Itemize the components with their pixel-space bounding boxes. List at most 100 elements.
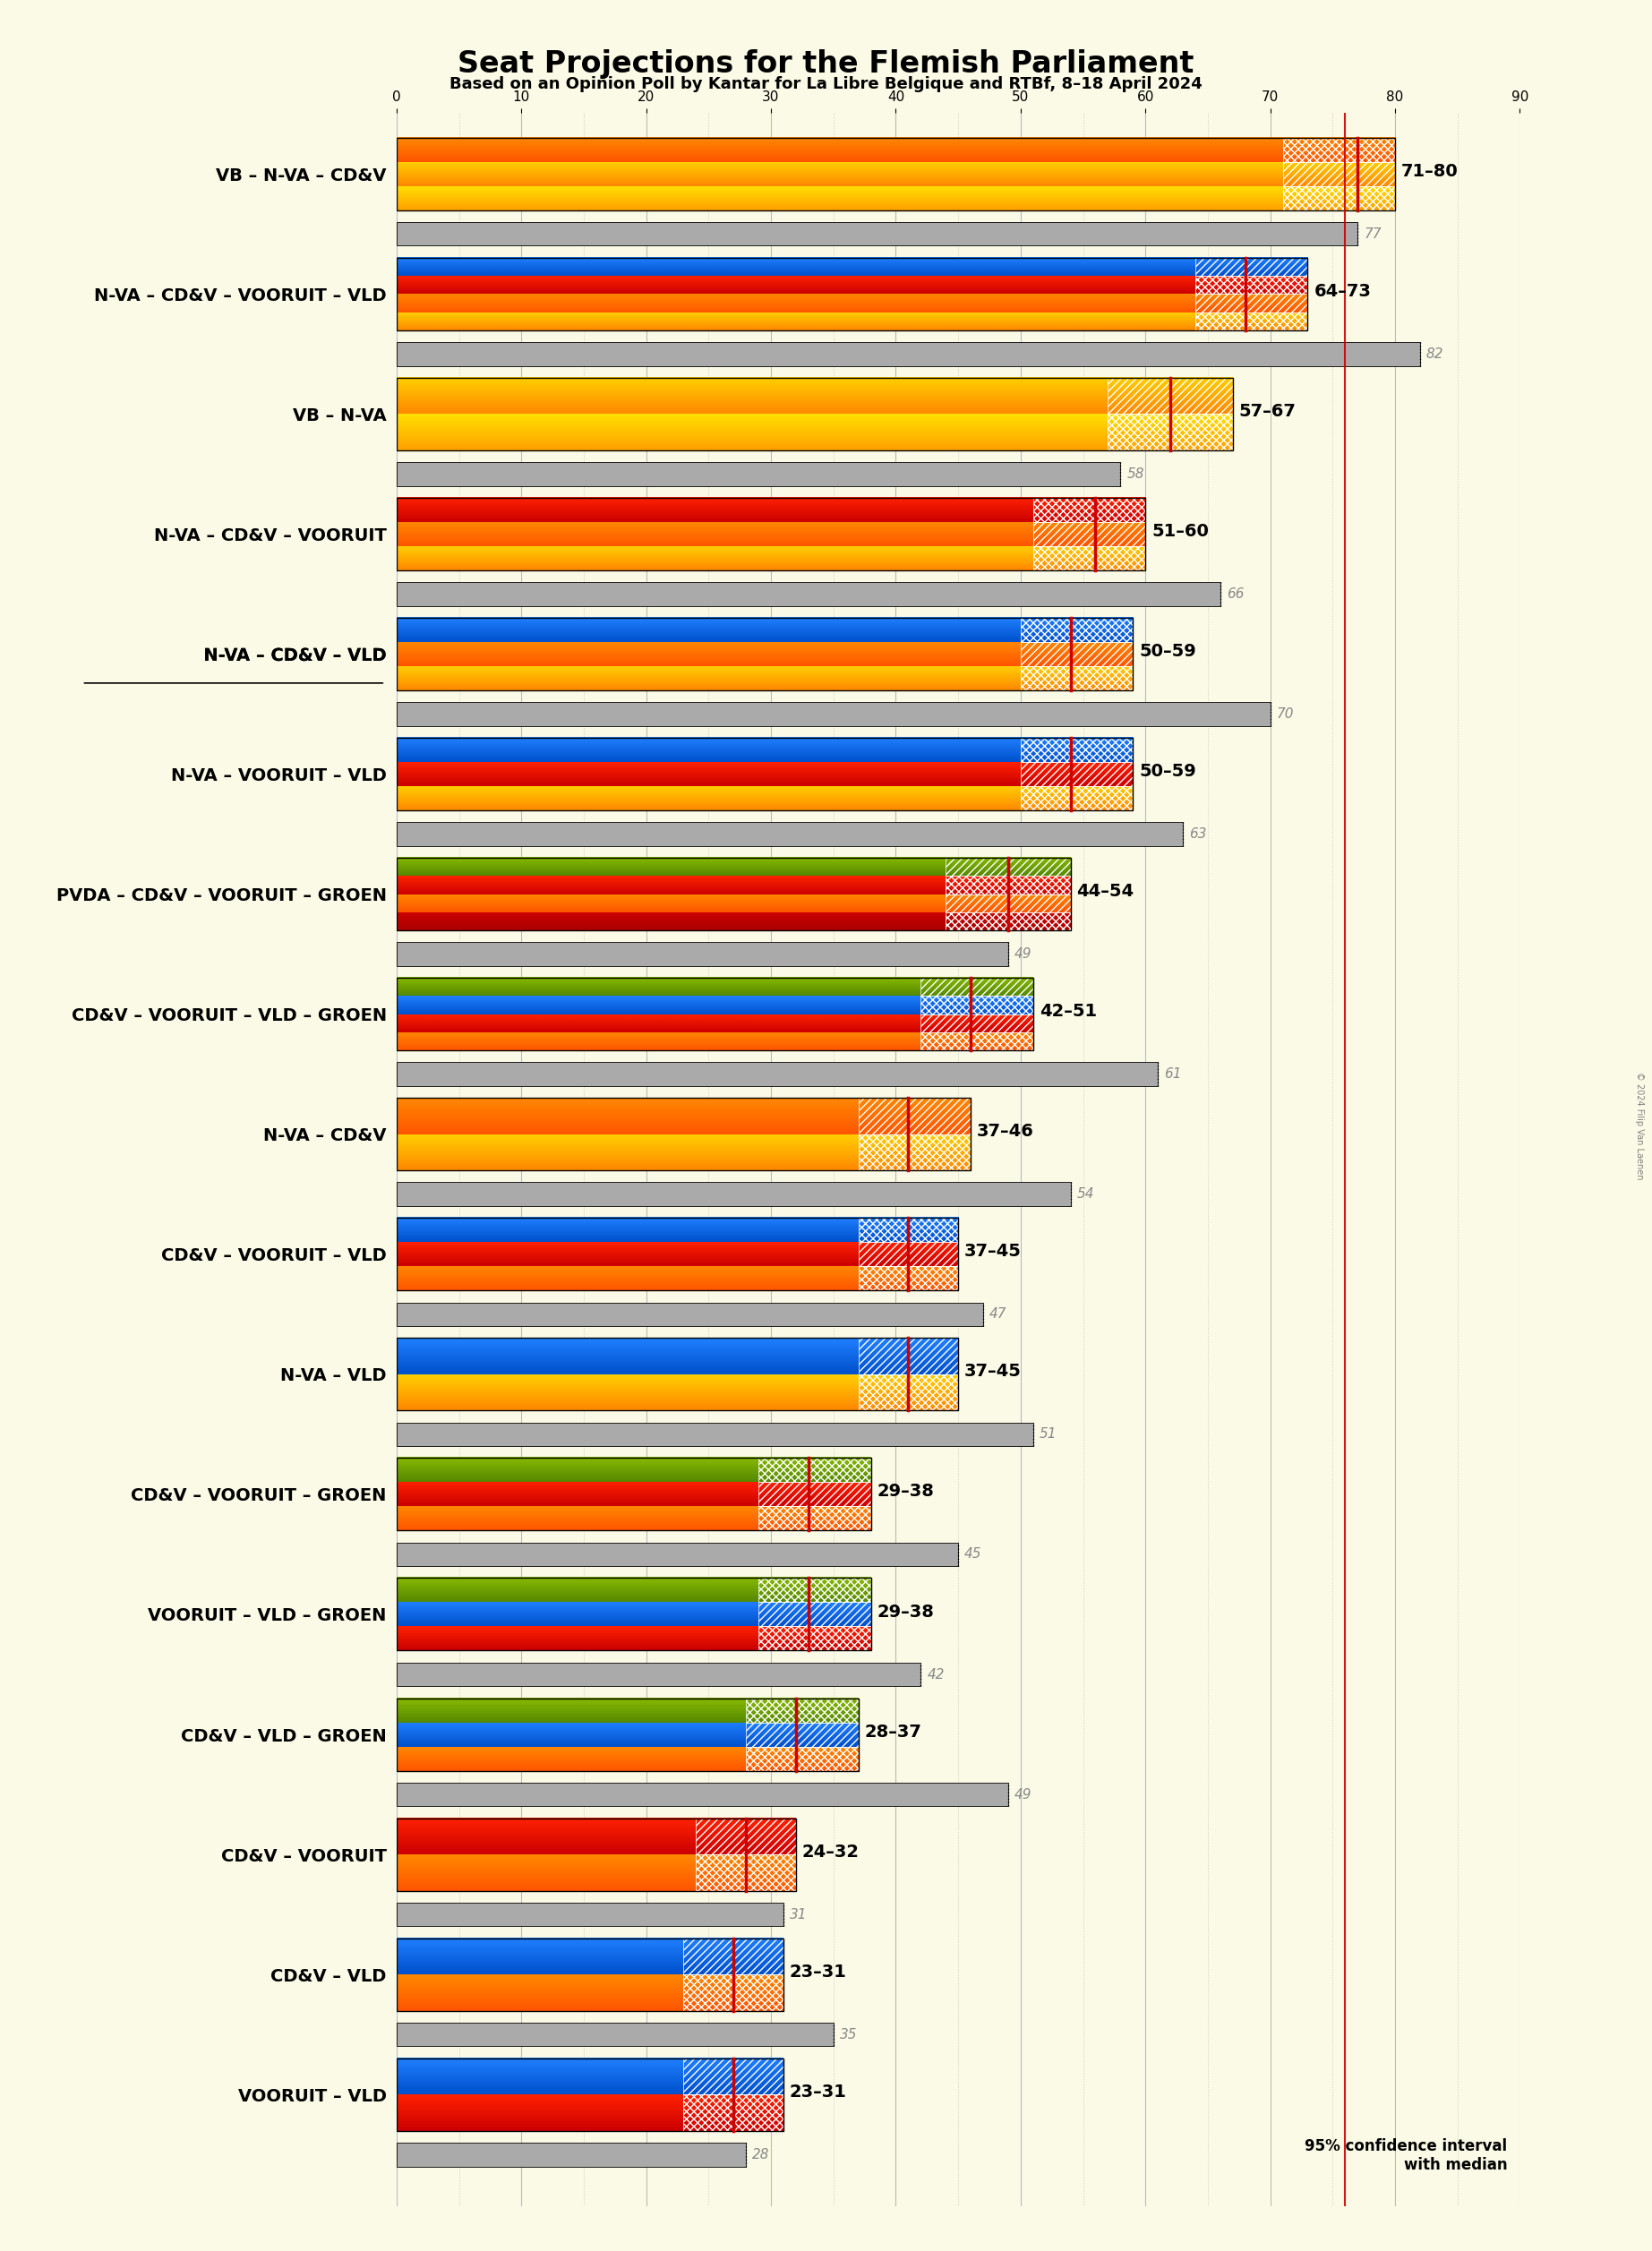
Text: 64–73: 64–73 [1313, 284, 1371, 299]
Text: 37–45: 37–45 [965, 1243, 1021, 1261]
Text: 23–31: 23–31 [790, 1963, 847, 1981]
Bar [396, 1337, 958, 1411]
Bar [1021, 666, 1133, 691]
Bar [1108, 414, 1232, 450]
Text: 58: 58 [1127, 468, 1145, 482]
Text: 77: 77 [1365, 227, 1381, 241]
Bar [758, 1481, 871, 1506]
Text: Based on an Opinion Poll by Kantar for La Libre Belgique and RTBf, 8–18 April 20: Based on an Opinion Poll by Kantar for L… [449, 77, 1203, 92]
Bar [396, 858, 1070, 930]
Bar [859, 1243, 958, 1267]
Bar [396, 137, 1394, 209]
Bar [758, 1627, 871, 1650]
Bar [396, 738, 1133, 810]
Bar [859, 1098, 971, 1135]
Bar [1032, 522, 1145, 547]
Bar [1196, 257, 1308, 277]
Bar [920, 995, 1032, 1015]
Bar [396, 461, 1120, 486]
Bar [396, 1783, 1008, 1805]
Bar [1021, 738, 1133, 763]
Bar [396, 1902, 783, 1927]
Bar [1032, 497, 1145, 522]
Text: 37–46: 37–46 [976, 1123, 1034, 1139]
Bar [1021, 786, 1133, 810]
Text: 50–59: 50–59 [1140, 644, 1196, 660]
Bar [396, 617, 1133, 691]
Bar [396, 1062, 1158, 1085]
Bar [396, 1182, 1070, 1207]
Bar [684, 2057, 783, 2093]
Bar [396, 342, 1421, 367]
Text: 29–38: 29–38 [877, 1483, 935, 1499]
Bar [396, 943, 1008, 966]
Bar [396, 2143, 747, 2165]
Bar [1021, 642, 1133, 666]
Text: 57–67: 57–67 [1239, 403, 1297, 421]
Bar [859, 1267, 958, 1290]
Bar [396, 1938, 783, 2010]
Bar [396, 1303, 983, 1326]
Bar [684, 1974, 783, 2010]
Bar [1196, 295, 1308, 313]
Bar [396, 1423, 1032, 1445]
Bar [1408, 2242, 1482, 2251]
Text: 23–31: 23–31 [790, 2084, 847, 2100]
Bar [1196, 313, 1308, 331]
Bar [396, 1819, 796, 1891]
Text: 95% confidence interval
with median: 95% confidence interval with median [1305, 2138, 1507, 2172]
Text: 82: 82 [1426, 347, 1444, 360]
Bar [1452, 2210, 1482, 2240]
Bar [695, 1855, 796, 1891]
Bar [945, 876, 1070, 894]
Bar [758, 1506, 871, 1531]
Text: 24–32: 24–32 [803, 1844, 859, 1859]
Bar [396, 1578, 871, 1650]
Bar [945, 858, 1070, 876]
Text: 42: 42 [927, 1668, 945, 1681]
Bar [859, 1375, 958, 1411]
Bar [758, 1603, 871, 1627]
Text: 71–80: 71–80 [1401, 162, 1459, 180]
Text: 61: 61 [1165, 1067, 1181, 1080]
Text: 49: 49 [1014, 948, 1032, 961]
Text: 66: 66 [1226, 588, 1244, 601]
Bar [396, 1663, 920, 1686]
Text: 49: 49 [1014, 1787, 1032, 1801]
Text: 47: 47 [990, 1308, 1006, 1321]
Bar [1482, 2210, 1507, 2240]
Bar [396, 822, 1183, 846]
Text: 42–51: 42–51 [1039, 1004, 1097, 1020]
Bar [396, 257, 1308, 331]
Bar [396, 223, 1358, 245]
Bar [1021, 763, 1133, 786]
Bar [396, 2024, 833, 2046]
Bar [1282, 187, 1394, 209]
Bar [920, 977, 1032, 995]
Bar [684, 1938, 783, 1974]
Text: 44–54: 44–54 [1077, 882, 1135, 900]
Bar [1032, 547, 1145, 570]
Text: 50–59: 50–59 [1140, 763, 1196, 779]
Text: 45: 45 [965, 1549, 981, 1560]
Bar [396, 378, 1232, 450]
Bar [747, 1747, 859, 1772]
Bar [1282, 137, 1394, 162]
Bar [396, 977, 1032, 1051]
Bar [758, 1578, 871, 1603]
Text: © 2024 Filip Van Laenen: © 2024 Filip Van Laenen [1635, 1071, 1644, 1180]
Text: 51–60: 51–60 [1151, 522, 1209, 540]
Bar [747, 1697, 859, 1722]
Text: 63: 63 [1189, 828, 1206, 842]
Bar [1282, 162, 1394, 187]
Bar [1021, 617, 1133, 642]
Text: 37–45: 37–45 [965, 1364, 1021, 1380]
Bar [945, 912, 1070, 930]
Bar [920, 1015, 1032, 1033]
Bar [859, 1337, 958, 1375]
Bar [1408, 2210, 1452, 2240]
Text: 35: 35 [839, 2028, 857, 2042]
Bar [945, 894, 1070, 912]
Bar [396, 1542, 958, 1567]
Text: 29–38: 29–38 [877, 1603, 935, 1621]
